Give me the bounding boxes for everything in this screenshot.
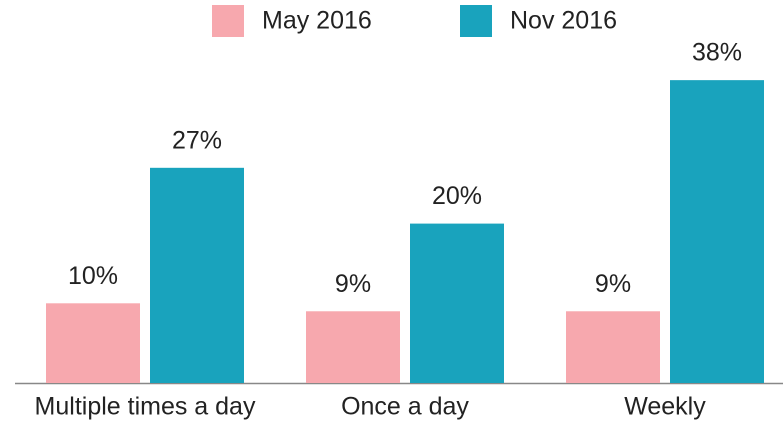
value-label: 38%	[692, 39, 742, 67]
legend-label: May 2016	[262, 7, 372, 35]
value-label: 27%	[172, 126, 222, 154]
x-tick-label: Multiple times a day	[35, 393, 256, 421]
x-tick-label: Weekly	[624, 393, 706, 421]
value-label: 20%	[432, 182, 482, 210]
bar	[306, 311, 400, 383]
value-label: 9%	[595, 270, 631, 298]
legend-swatch	[460, 5, 492, 37]
bar	[410, 223, 504, 383]
legend-label: Nov 2016	[510, 7, 617, 35]
bar	[150, 167, 244, 383]
bar	[670, 80, 764, 383]
legend-swatch	[212, 5, 244, 37]
bar	[566, 311, 660, 383]
x-tick-label: Once a day	[341, 393, 469, 421]
bar	[46, 303, 140, 383]
value-label: 9%	[335, 270, 371, 298]
value-label: 10%	[68, 262, 118, 290]
